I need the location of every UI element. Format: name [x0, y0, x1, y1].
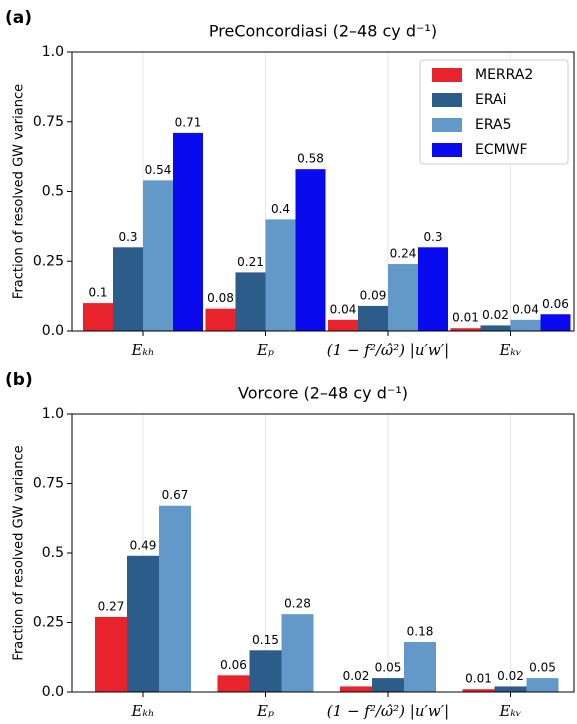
bar	[205, 308, 236, 331]
legend-label: MERRA2	[475, 67, 533, 83]
value-label: 0.24	[390, 247, 417, 261]
y-tick-label: 0.75	[33, 476, 64, 492]
bar	[295, 169, 326, 331]
value-label: 0.02	[482, 308, 509, 322]
x-tick-label: (1 − f²/ω̂²) |u′w′|	[327, 341, 449, 359]
y-tick-label: 0.75	[33, 114, 64, 130]
value-label: 0.49	[130, 538, 157, 552]
bar	[540, 314, 571, 331]
bar	[127, 555, 159, 692]
y-tick-label: 0.0	[42, 323, 64, 339]
bar	[159, 505, 191, 692]
x-tick-label: Eₖₕ	[131, 702, 155, 720]
value-label: 0.04	[512, 302, 539, 316]
chart-title: Vorcore (2–48 cy d⁻¹)	[238, 384, 408, 403]
bar	[113, 247, 143, 331]
bar	[217, 675, 250, 692]
bar	[388, 264, 418, 331]
axes-frame	[71, 51, 575, 332]
bar	[173, 132, 203, 331]
value-label: 0.4	[271, 202, 290, 216]
value-label: 0.58	[297, 152, 324, 166]
y-tick-label: 0.5	[42, 184, 64, 200]
legend-swatch	[432, 68, 462, 82]
bar	[418, 247, 448, 331]
value-label: 0.06	[542, 297, 569, 311]
y-tick-label: 1.0	[42, 44, 64, 60]
bar	[358, 305, 388, 331]
value-label: 0.04	[330, 302, 357, 316]
value-label: 0.02	[343, 669, 370, 683]
y-axis-label: Fraction of resolved GW variance	[12, 445, 27, 660]
x-tick-label: Eₖᵥ	[498, 702, 521, 720]
y-axis-label: Fraction of resolved GW variance	[12, 84, 27, 299]
bar	[480, 325, 511, 331]
bar	[450, 328, 481, 331]
bar	[281, 614, 314, 692]
value-label: 0.08	[207, 291, 234, 305]
bar	[83, 303, 113, 331]
y-tick-label: 0.0	[42, 684, 64, 700]
value-label: 0.05	[529, 661, 556, 675]
legend-swatch	[432, 118, 462, 132]
x-tick-label: Eₖₕ	[131, 341, 155, 359]
value-label: 0.54	[145, 163, 172, 177]
bar	[143, 180, 173, 331]
value-label: 0.28	[284, 597, 311, 611]
bar	[462, 689, 495, 692]
legend-swatch	[432, 93, 462, 107]
legend-label: ERA5	[475, 117, 512, 133]
bar	[510, 319, 541, 331]
legend-box	[419, 59, 569, 165]
value-label: 0.02	[497, 669, 524, 683]
legend: MERRA2 ERAi ERA5 ECMWF	[419, 59, 569, 165]
bar	[526, 678, 559, 692]
value-label: 0.15	[252, 633, 279, 647]
value-label: 0.09	[360, 288, 387, 302]
y-tick-label: 0.5	[42, 545, 64, 561]
bar	[249, 650, 282, 692]
legend-label: ERAi	[475, 92, 506, 108]
bar	[372, 678, 404, 692]
x-tick-label: (1 − f²/ω̂²) |u′w′|	[327, 702, 449, 720]
y-tick-label: 0.25	[33, 253, 64, 269]
x-tick-label: Eₚ	[256, 702, 274, 720]
value-label: 0.01	[452, 311, 479, 325]
y-tick-label: 1.0	[42, 406, 64, 422]
x-tick-label: Eₚ	[256, 341, 274, 359]
value-label: 0.21	[237, 255, 264, 269]
axes-frame	[71, 413, 575, 693]
value-label: 0.06	[220, 658, 247, 672]
value-label: 0.01	[465, 672, 492, 686]
bar	[235, 272, 266, 331]
bar	[328, 319, 358, 331]
panel-label: (a)	[5, 8, 32, 28]
y-tick-label: 0.25	[33, 615, 64, 631]
legend-swatch	[432, 143, 462, 157]
legend-label: ECMWF	[475, 142, 528, 158]
value-label: 0.27	[98, 599, 125, 613]
value-label: 0.71	[175, 115, 202, 129]
value-label: 0.18	[407, 624, 434, 638]
bar	[494, 686, 527, 692]
value-label: 0.67	[162, 488, 189, 502]
bar	[265, 219, 296, 331]
value-label: 0.3	[118, 230, 137, 244]
chart-title: PreConcordiasi (2–48 cy d⁻¹)	[209, 22, 437, 41]
value-label: 0.1	[88, 286, 107, 300]
bar	[340, 686, 372, 692]
value-label: 0.05	[375, 661, 402, 675]
panel-label: (b)	[5, 370, 33, 390]
value-label: 0.3	[423, 230, 442, 244]
x-tick-label: Eₖᵥ	[498, 341, 521, 359]
bar	[404, 641, 436, 692]
bar	[95, 616, 127, 692]
